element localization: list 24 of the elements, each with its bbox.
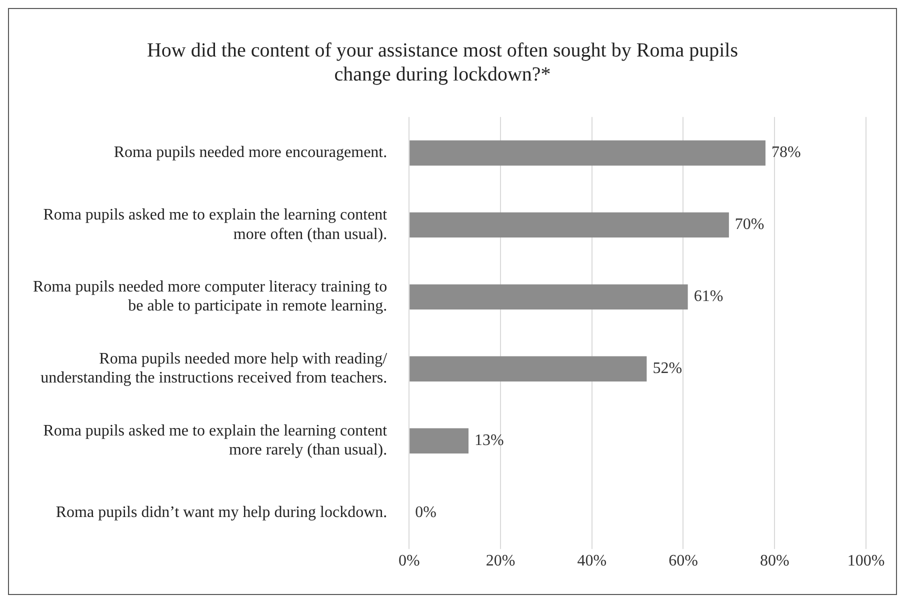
x-tick-label: 20% xyxy=(486,552,516,570)
data-label: 78% xyxy=(771,144,801,162)
x-tick-label: 100% xyxy=(847,552,885,570)
x-tick-label: 80% xyxy=(760,552,790,570)
x-tick-label: 0% xyxy=(398,552,420,570)
chart-title: How did the content of your assistance most often sought by Roma pupils change during lockdown?* xyxy=(146,39,738,86)
bar xyxy=(410,212,729,238)
bar xyxy=(410,140,766,166)
bar xyxy=(410,284,688,310)
x-tick-label: 60% xyxy=(668,552,698,570)
x-tick-label: 40% xyxy=(577,552,607,570)
data-label: 52% xyxy=(652,360,682,378)
data-label: 61% xyxy=(694,288,724,306)
bar xyxy=(410,428,469,454)
bar xyxy=(410,356,647,382)
y-tick-label: Roma pupils didn’t want my help during lockdown. xyxy=(56,504,388,522)
y-tick-label: Roma pupils needed more encouragement. xyxy=(114,144,388,162)
y-tick-label: Roma pupils needed more computer literacy training to be able to participate in remote learning. xyxy=(32,278,388,315)
data-label: 0% xyxy=(415,504,436,522)
y-tick-label: Roma pupils asked me to explain the learning content more rarely (than usual). xyxy=(43,422,388,459)
y-tick-label: Roma pupils asked me to explain the learning content more often (than usual). xyxy=(43,206,388,243)
data-label: 13% xyxy=(474,432,504,450)
data-label: 70% xyxy=(734,216,764,234)
y-tick-label: Roma pupils needed more help with reading/ understanding the instructions received from teachers. xyxy=(40,350,388,387)
